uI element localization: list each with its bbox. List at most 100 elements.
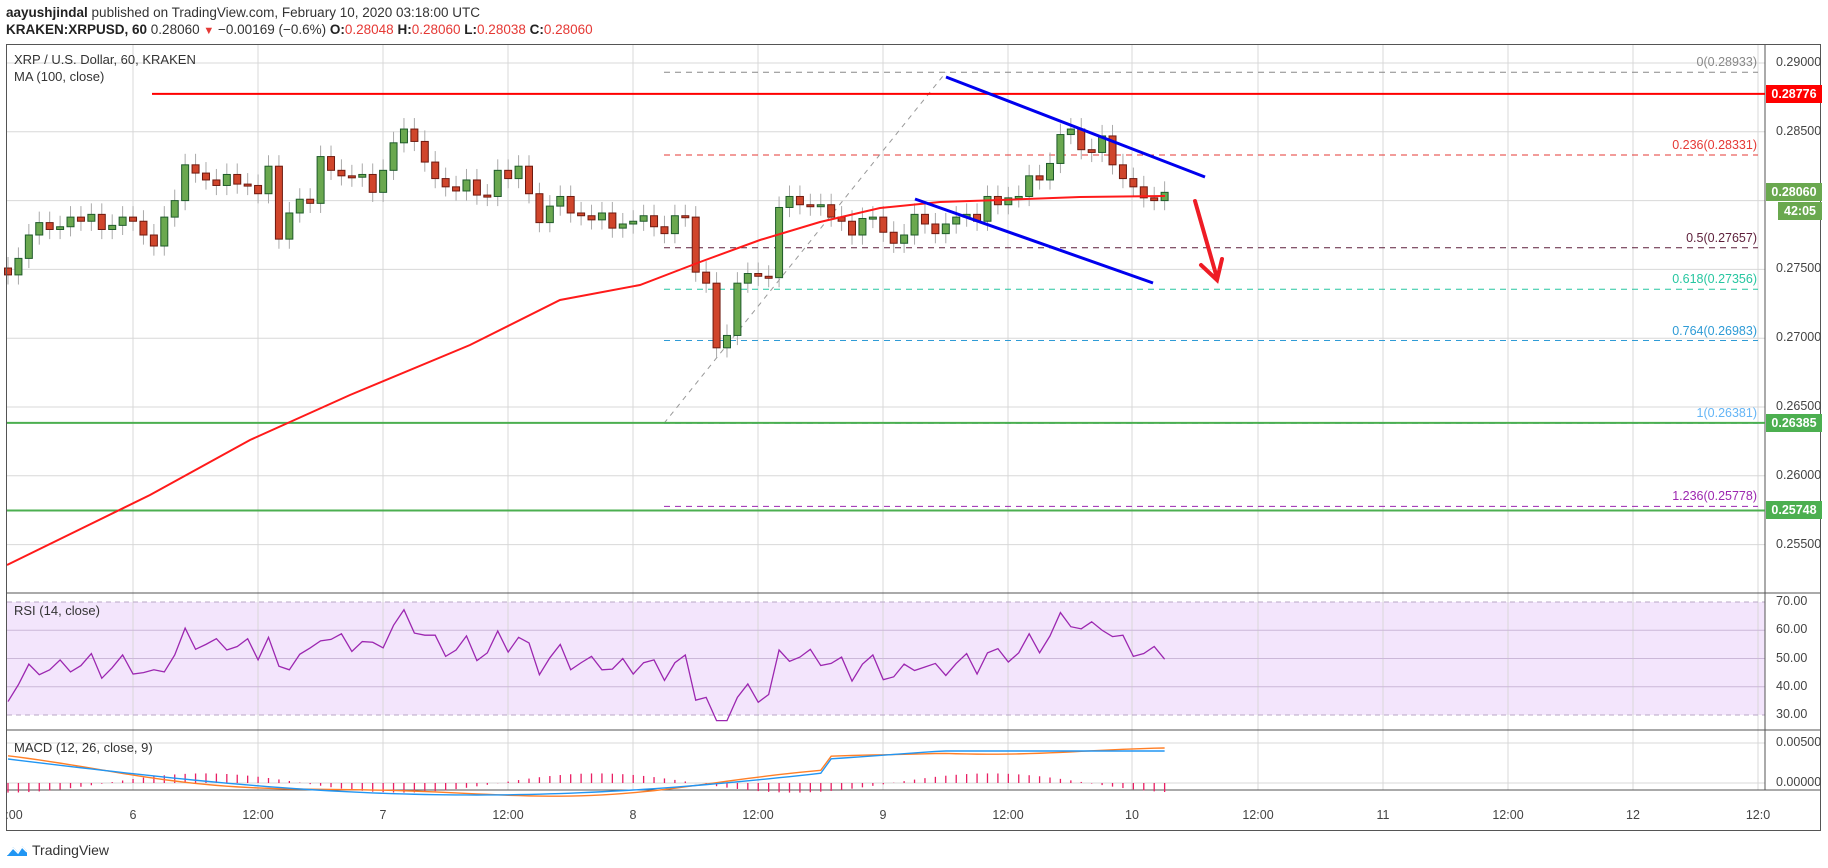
bear-candle <box>889 231 898 244</box>
time-tick-label: 9 <box>879 808 887 822</box>
price-tick-label: 0.25500 <box>1776 536 1822 551</box>
bull-candle <box>556 195 565 207</box>
bull-candle <box>910 213 919 236</box>
bull-candle <box>108 224 117 230</box>
macd-tick-label: 0.00000 <box>1776 775 1822 789</box>
price-badge: 0.28060 <box>1766 183 1822 202</box>
fib-level-label: 1.236(0.25778) <box>1672 489 1757 504</box>
bull-candle <box>733 282 742 336</box>
bear-candle <box>1139 186 1148 199</box>
time-tick-label: 12:0 <box>1745 808 1771 822</box>
bull-candle <box>545 205 554 224</box>
bear-candle <box>452 186 461 192</box>
fib-level-label: 0(0.28933) <box>1696 55 1757 70</box>
bull-candle <box>900 234 909 244</box>
bear-candle <box>795 195 804 206</box>
time-tick-label: 6 <box>129 808 137 822</box>
rsi-tick-label: 60.00 <box>1776 622 1808 637</box>
published-text: published on TradingView.com, February 1… <box>91 5 481 20</box>
low-value: 0.28038 <box>477 22 526 37</box>
bear-candle <box>879 216 888 233</box>
bear-candle <box>201 172 210 181</box>
bear-candle <box>806 204 815 208</box>
bull-candle <box>56 226 65 230</box>
bull-candle <box>14 257 23 276</box>
bull-candle <box>118 216 127 226</box>
high-label: H: <box>397 22 412 37</box>
bear-candle <box>702 271 711 284</box>
bull-candle <box>493 169 502 197</box>
bull-candle <box>285 212 294 240</box>
fib-level-label: 0.618(0.27356) <box>1672 272 1757 287</box>
symbol-label: KRAKEN:XRPUSD, 60 <box>6 22 148 37</box>
down-triangle-icon: ▼ <box>203 25 215 37</box>
bull-candle <box>983 195 992 222</box>
author-name[interactable]: aayushjindal <box>6 5 88 20</box>
price-tick-label: 0.26500 <box>1776 399 1822 413</box>
macd-indicator-label[interactable]: MACD (12, 26, close, 9) <box>14 740 153 755</box>
last-price: 0.28060 <box>150 22 200 37</box>
high-value: 0.28060 <box>411 22 461 37</box>
bear-candle <box>149 234 158 247</box>
bear-candle <box>327 156 336 171</box>
price-badge: 0.26385 <box>1766 413 1822 432</box>
bull-candle <box>941 223 950 235</box>
rsi-tick-label: 30.00 <box>1776 707 1808 721</box>
bear-candle <box>191 164 200 174</box>
time-tick-label: 12:00 <box>742 808 774 822</box>
bull-candle <box>722 334 731 349</box>
open-label: O: <box>329 22 345 37</box>
bear-candle <box>76 216 85 222</box>
bear-candle <box>233 173 242 185</box>
bull-candle <box>1046 162 1054 181</box>
bull-candle <box>160 216 169 247</box>
bull-candle <box>66 216 75 228</box>
macd-tick-label: 0.00500 <box>1776 735 1822 749</box>
time-tick-label: 11 <box>1376 808 1390 822</box>
bear-candle <box>97 213 106 230</box>
bear-candle <box>1035 175 1044 181</box>
bear-candle <box>129 216 138 222</box>
rsi-indicator-label[interactable]: RSI (14, close) <box>14 603 100 618</box>
bull-candle <box>1025 175 1034 197</box>
fib-level-label: 1(0.26381) <box>1696 406 1757 421</box>
bear-candle <box>525 165 533 195</box>
bull-candle <box>775 206 784 279</box>
bear-candle <box>504 169 513 180</box>
bull-candle <box>462 179 471 192</box>
bear-candle <box>441 178 450 188</box>
price-tick-label: 0.27000 <box>1776 330 1822 345</box>
bull-candle <box>389 142 398 171</box>
publish-header: aayushjindal published on TradingView.co… <box>6 5 480 20</box>
bear-candle <box>827 204 836 218</box>
bull-candle <box>816 204 825 208</box>
bull-candle <box>379 169 388 193</box>
ma-indicator-label[interactable]: MA (100, close) <box>14 69 105 84</box>
bull-candle <box>743 273 752 284</box>
macd-line <box>7 750 1165 796</box>
bear-candle <box>587 215 596 221</box>
tradingview-logo-text: TradingView <box>32 842 110 858</box>
bull-candle <box>35 222 44 236</box>
bear-candle <box>420 140 429 163</box>
bull-candle <box>264 165 273 195</box>
bull-candle <box>181 164 190 202</box>
price-tick-label: 0.27500 <box>1776 261 1822 276</box>
channel-lower-line <box>914 197 1154 285</box>
open-value: 0.28048 <box>344 22 394 37</box>
bull-candle <box>222 173 231 186</box>
rsi-line <box>7 608 1166 722</box>
bear-candle <box>368 173 377 193</box>
tradingview-logo[interactable]: TradingView <box>6 842 109 858</box>
bear-candle <box>1150 197 1159 202</box>
price-tick-label: 0.29000 <box>1776 55 1822 69</box>
bull-candle <box>1066 128 1075 136</box>
time-tick-label: 7 <box>379 808 387 822</box>
bull-candle <box>399 128 408 144</box>
bull-candle <box>618 223 627 229</box>
bear-candle <box>1129 178 1138 188</box>
bear-candle <box>274 165 283 240</box>
bear-candle <box>691 216 700 273</box>
price-badge: 42:05 <box>1778 202 1822 221</box>
